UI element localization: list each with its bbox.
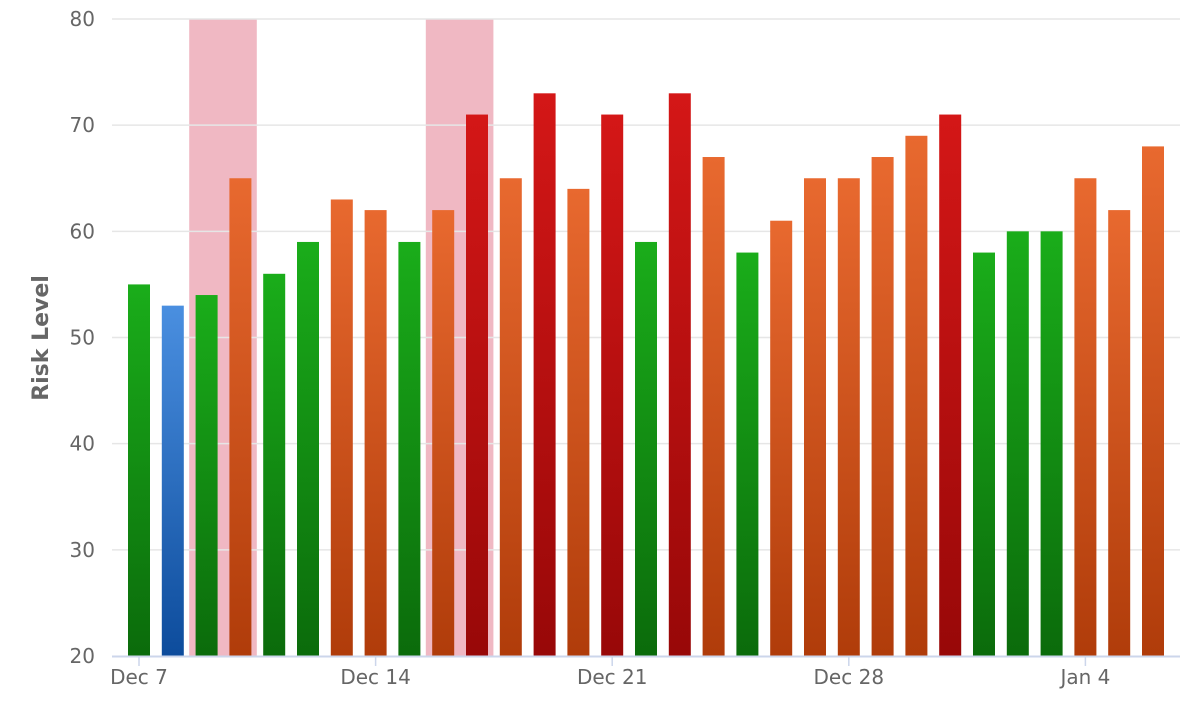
bar-dec-22	[635, 241, 657, 656]
bar-dec-26	[770, 220, 793, 656]
bar-dec-29	[871, 157, 894, 656]
y-tick-label: 50	[70, 326, 95, 350]
bar-series	[128, 93, 1164, 657]
x-axis: Dec 7 Dec 14 Dec 21 Dec 28 Jan 4	[110, 655, 1180, 689]
bar-dec-15	[398, 241, 421, 656]
bar-dec-27	[804, 178, 826, 656]
bar-dec-14	[364, 210, 387, 656]
bar-dec-20	[567, 188, 590, 656]
bar-jan-1	[973, 252, 995, 657]
bar-jan-6	[1142, 146, 1164, 656]
x-tick-label: Dec 7	[110, 665, 168, 689]
bar-jan-3	[1040, 231, 1063, 657]
y-tick-label: 60	[70, 219, 95, 243]
y-tick-label: 80	[70, 7, 95, 31]
y-tick-label: 30	[70, 538, 95, 562]
y-axis-title: Risk Level	[29, 275, 54, 401]
bar-dec-9	[195, 295, 218, 656]
bar-jan-4	[1074, 178, 1097, 656]
bar-dec-23	[668, 93, 691, 657]
bar-dec-11	[263, 273, 286, 656]
y-tick-label: 70	[70, 113, 95, 137]
bar-dec-16	[432, 210, 455, 656]
y-tick-label: 40	[70, 432, 95, 456]
bar-dec-21	[601, 114, 624, 657]
bar-dec-24	[702, 157, 725, 656]
x-tick-label: Dec 21	[577, 665, 648, 689]
bar-jan-2	[1006, 231, 1029, 657]
y-tick-label: 20	[70, 644, 95, 668]
bar-dec-19	[533, 93, 556, 657]
bar-dec-10	[229, 178, 252, 656]
bar-dec-28	[837, 178, 860, 656]
bar-dec-12	[297, 241, 319, 656]
bar-dec-30	[905, 135, 928, 657]
bar-dec-13	[330, 199, 353, 656]
x-tick-label: Jan 4	[1058, 665, 1110, 689]
bar-dec-17	[466, 114, 488, 657]
y-axis: 20 30 40 50 60 70 80	[70, 7, 95, 668]
bar-dec-18	[499, 178, 522, 656]
bar-jan-5	[1108, 210, 1131, 656]
bar-dec-8	[161, 305, 184, 656]
bar-dec-7	[128, 284, 150, 656]
bar-dec-31	[939, 114, 962, 657]
x-tick-label: Dec 28	[814, 665, 885, 689]
bar-dec-25	[736, 252, 759, 657]
x-tick-label: Dec 14	[340, 665, 411, 689]
